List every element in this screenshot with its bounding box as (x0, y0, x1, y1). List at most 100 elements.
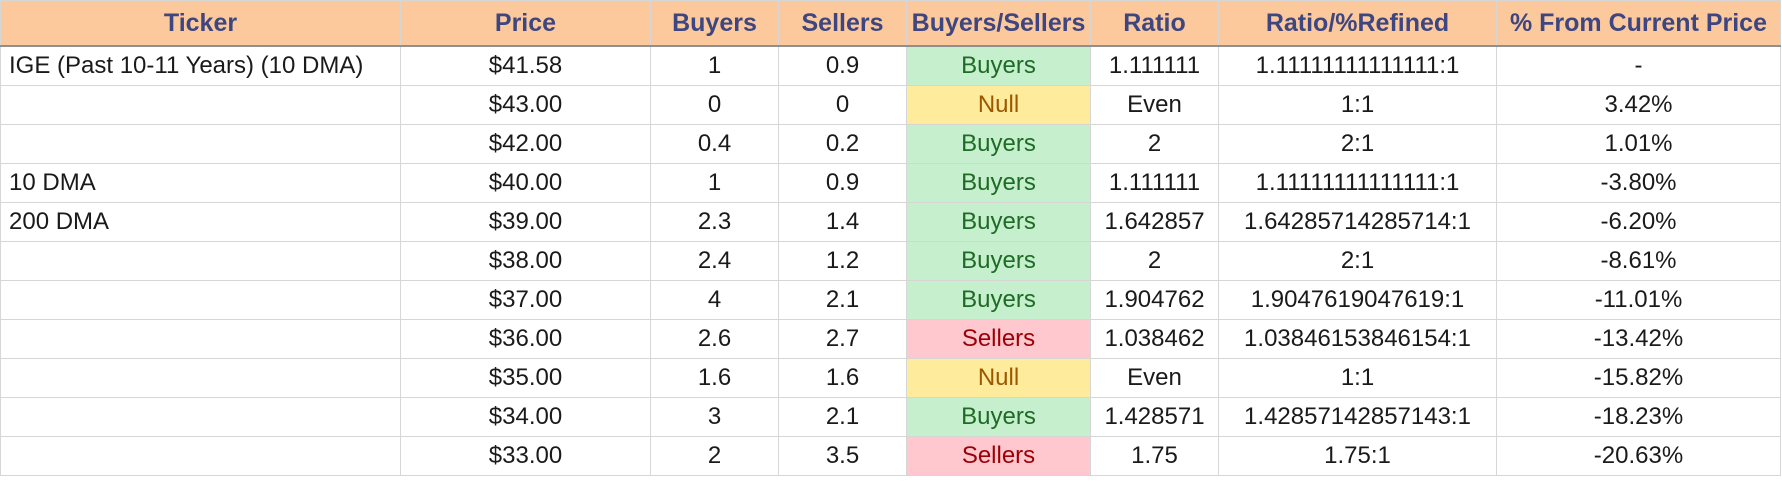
cell-ratio-refined[interactable]: 1.9047619047619:1 (1218, 280, 1497, 320)
cell-ratio[interactable]: Even (1090, 85, 1219, 125)
cell-sellers[interactable]: 1.6 (778, 358, 907, 398)
cell-signal[interactable]: Buyers (906, 241, 1091, 281)
cell-buyers[interactable]: 3 (650, 397, 779, 437)
cell-signal[interactable]: Buyers (906, 124, 1091, 164)
cell-from-current[interactable]: 1.01% (1496, 124, 1781, 164)
cell-signal[interactable]: Null (906, 358, 1091, 398)
cell-signal[interactable]: Buyers (906, 397, 1091, 437)
cell-signal[interactable]: Buyers (906, 202, 1091, 242)
cell-ratio[interactable]: 2 (1090, 124, 1219, 164)
cell-ticker[interactable] (0, 280, 401, 320)
cell-buyers[interactable]: 0.4 (650, 124, 779, 164)
table-row: 10 DMA $40.00 1 0.9 Buyers 1.111111 1.11111111… (0, 163, 1781, 203)
cell-signal[interactable]: Null (906, 85, 1091, 125)
cell-ticker[interactable] (0, 397, 401, 437)
cell-buyers[interactable]: 4 (650, 280, 779, 320)
cell-signal[interactable]: Buyers (906, 280, 1091, 320)
cell-ticker[interactable] (0, 319, 401, 359)
cell-ratio-refined[interactable]: 2:1 (1218, 124, 1497, 164)
cell-ratio[interactable]: 1.75 (1090, 436, 1219, 476)
header-ratio[interactable]: Ratio (1090, 0, 1219, 47)
cell-ratio-refined[interactable]: 1.11111111111111:1 (1218, 45, 1497, 86)
table-row: $33.00 2 3.5 Sellers 1.75 1.75:1 -20.63% (0, 436, 1781, 476)
cell-ratio-refined[interactable]: 1.75:1 (1218, 436, 1497, 476)
cell-from-current[interactable]: -13.42% (1496, 319, 1781, 359)
cell-from-current[interactable]: -8.61% (1496, 241, 1781, 281)
cell-ratio-refined[interactable]: 1:1 (1218, 85, 1497, 125)
cell-price[interactable]: $39.00 (400, 202, 651, 242)
cell-price[interactable]: $43.00 (400, 85, 651, 125)
cell-buyers[interactable]: 2.6 (650, 319, 779, 359)
cell-ticker[interactable] (0, 124, 401, 164)
cell-sellers[interactable]: 0.2 (778, 124, 907, 164)
cell-sellers[interactable]: 2.7 (778, 319, 907, 359)
cell-ratio-refined[interactable]: 2:1 (1218, 241, 1497, 281)
cell-from-current[interactable]: -15.82% (1496, 358, 1781, 398)
cell-ticker[interactable] (0, 85, 401, 125)
cell-ratio[interactable]: 2 (1090, 241, 1219, 281)
header-ratio-refined[interactable]: Ratio/%Refined (1218, 0, 1497, 47)
cell-buyers[interactable]: 2 (650, 436, 779, 476)
cell-from-current[interactable]: -3.80% (1496, 163, 1781, 203)
cell-ratio-refined[interactable]: 1:1 (1218, 358, 1497, 398)
cell-from-current[interactable]: 3.42% (1496, 85, 1781, 125)
cell-sellers[interactable]: 1.2 (778, 241, 907, 281)
cell-ratio[interactable]: 1.111111 (1090, 163, 1219, 203)
cell-from-current[interactable]: -11.01% (1496, 280, 1781, 320)
cell-buyers[interactable]: 1.6 (650, 358, 779, 398)
cell-sellers[interactable]: 2.1 (778, 397, 907, 437)
cell-ticker[interactable]: 10 DMA (0, 163, 401, 203)
cell-signal[interactable]: Sellers (906, 319, 1091, 359)
cell-price[interactable]: $42.00 (400, 124, 651, 164)
cell-price[interactable]: $38.00 (400, 241, 651, 281)
cell-buyers[interactable]: 2.4 (650, 241, 779, 281)
cell-from-current[interactable]: -6.20% (1496, 202, 1781, 242)
cell-from-current[interactable]: -18.23% (1496, 397, 1781, 437)
header-buyers[interactable]: Buyers (650, 0, 779, 47)
cell-sellers[interactable]: 2.1 (778, 280, 907, 320)
cell-ratio[interactable]: 1.642857 (1090, 202, 1219, 242)
cell-ticker[interactable] (0, 241, 401, 281)
cell-ratio-refined[interactable]: 1.64285714285714:1 (1218, 202, 1497, 242)
cell-ratio-refined[interactable]: 1.11111111111111:1 (1218, 163, 1497, 203)
cell-signal[interactable]: Buyers (906, 163, 1091, 203)
cell-price[interactable]: $36.00 (400, 319, 651, 359)
table-header: Ticker Price Buyers Sellers Buyers/Selle… (0, 0, 1781, 47)
cell-ratio[interactable]: Even (1090, 358, 1219, 398)
cell-buyers[interactable]: 1 (650, 45, 779, 86)
cell-buyers[interactable]: 1 (650, 163, 779, 203)
cell-signal[interactable]: Sellers (906, 436, 1091, 476)
cell-buyers[interactable]: 0 (650, 85, 779, 125)
cell-price[interactable]: $40.00 (400, 163, 651, 203)
cell-ratio[interactable]: 1.428571 (1090, 397, 1219, 437)
header-ticker[interactable]: Ticker (0, 0, 401, 47)
cell-price[interactable]: $34.00 (400, 397, 651, 437)
cell-sellers[interactable]: 3.5 (778, 436, 907, 476)
cell-sellers[interactable]: 0 (778, 85, 907, 125)
cell-price[interactable]: $35.00 (400, 358, 651, 398)
cell-ratio[interactable]: 1.904762 (1090, 280, 1219, 320)
cell-ratio[interactable]: 1.111111 (1090, 45, 1219, 86)
cell-from-current[interactable]: -20.63% (1496, 436, 1781, 476)
cell-buyers[interactable]: 2.3 (650, 202, 779, 242)
header-from-current-price[interactable]: % From Current Price (1496, 0, 1781, 47)
cell-from-current[interactable]: - (1496, 45, 1781, 86)
cell-ticker[interactable]: IGE (Past 10-11 Years) (10 DMA) (0, 45, 401, 86)
cell-ratio-refined[interactable]: 1.03846153846154:1 (1218, 319, 1497, 359)
cell-sellers[interactable]: 1.4 (778, 202, 907, 242)
header-buyers-sellers[interactable]: Buyers/Sellers (906, 0, 1091, 47)
header-sellers[interactable]: Sellers (778, 0, 907, 47)
cell-ratio-refined[interactable]: 1.42857142857143:1 (1218, 397, 1497, 437)
cell-sellers[interactable]: 0.9 (778, 45, 907, 86)
cell-ticker[interactable] (0, 358, 401, 398)
cell-ticker[interactable] (0, 436, 401, 476)
cell-ratio[interactable]: 1.038462 (1090, 319, 1219, 359)
cell-signal[interactable]: Buyers (906, 45, 1091, 86)
cell-price[interactable]: $41.58 (400, 45, 651, 86)
cell-sellers[interactable]: 0.9 (778, 163, 907, 203)
header-price[interactable]: Price (400, 0, 651, 47)
table-row: $36.00 2.6 2.7 Sellers 1.038462 1.03846153846… (0, 319, 1781, 359)
cell-ticker[interactable]: 200 DMA (0, 202, 401, 242)
cell-price[interactable]: $37.00 (400, 280, 651, 320)
cell-price[interactable]: $33.00 (400, 436, 651, 476)
